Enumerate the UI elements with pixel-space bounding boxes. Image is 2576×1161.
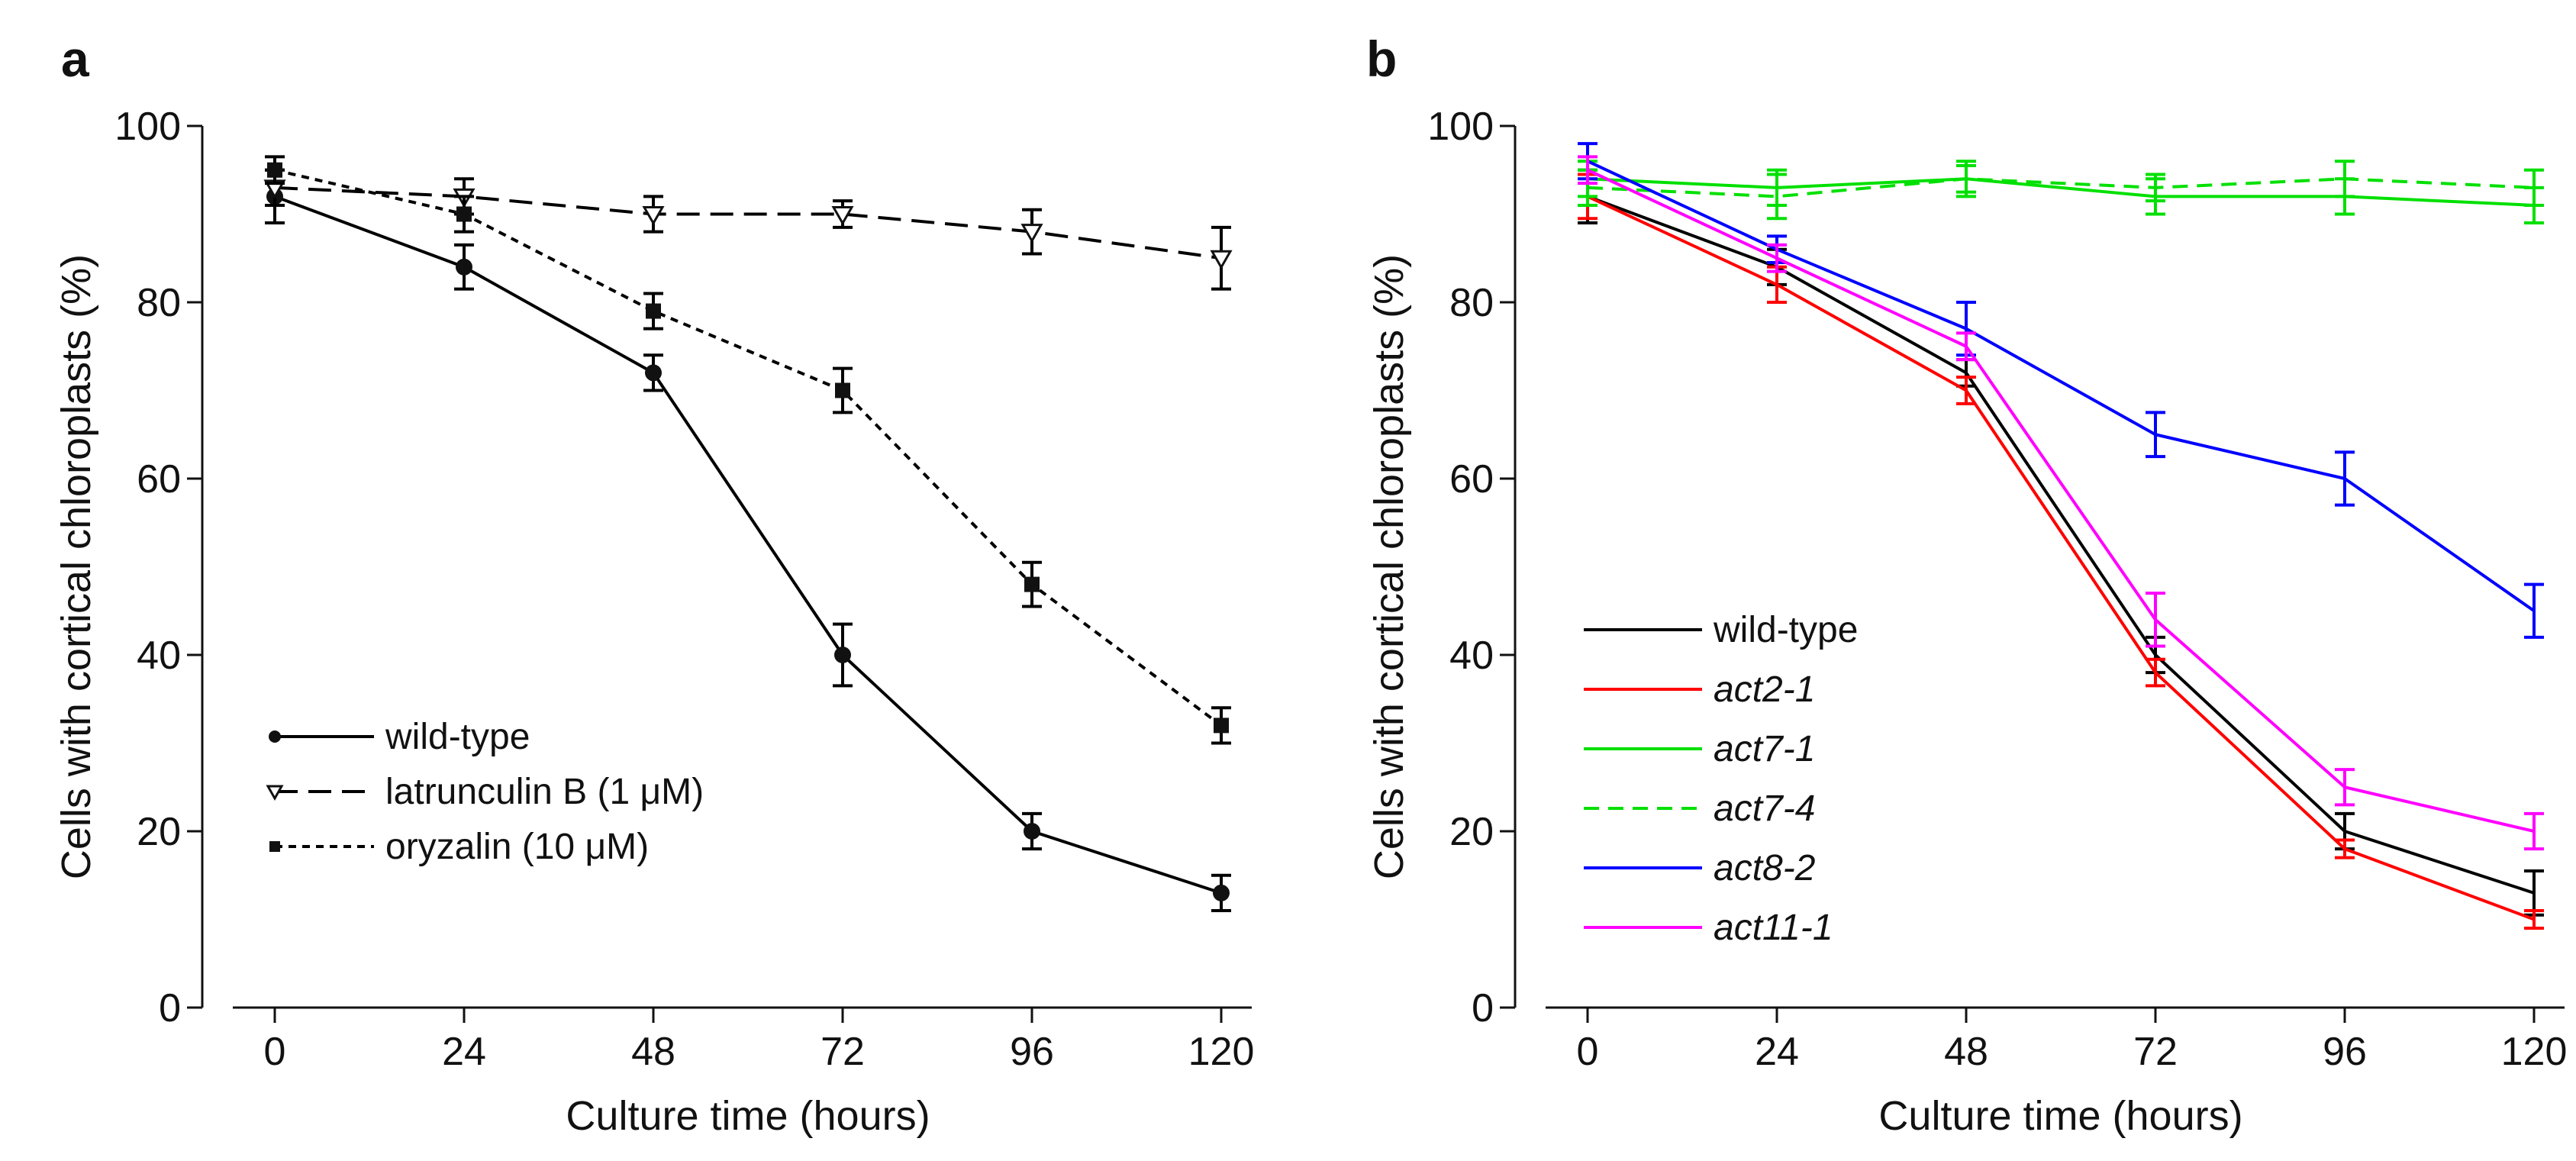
data-point <box>834 647 851 663</box>
legend-label: act8-2 <box>1714 848 1815 888</box>
y-tick-label: 100 <box>114 105 181 149</box>
series-line <box>274 195 1222 895</box>
legend: wild-type latrunculin B (1 μM) oryzalin (1… <box>266 717 704 867</box>
legend-label: wild-type <box>385 717 530 757</box>
x-axis-title: Culture time (hours) <box>566 1093 930 1139</box>
data-point <box>835 382 850 398</box>
data-point <box>646 303 661 319</box>
series-1 <box>265 168 1231 912</box>
y-tick-label: 80 <box>1449 281 1494 325</box>
legend-marker <box>269 841 280 852</box>
series-4 <box>1578 160 2544 221</box>
y-tick-label: 20 <box>137 810 181 854</box>
x-tick-label: 24 <box>442 1030 486 1074</box>
series-3 <box>1578 160 2544 225</box>
data-point <box>456 258 472 276</box>
x-tick-label: 48 <box>1944 1030 1988 1074</box>
x-tick-label: 24 <box>1755 1030 1799 1074</box>
x-tick-label: 48 <box>631 1030 675 1074</box>
data-point <box>1024 823 1040 840</box>
legend-label: act7-4 <box>1714 789 1815 829</box>
y-axis-title: Cells with cortical chloroplasts (%) <box>53 254 99 879</box>
x-tick-label: 96 <box>1010 1030 1054 1074</box>
data-point <box>267 162 282 178</box>
series-2 <box>1578 173 2544 930</box>
series-line <box>1587 195 2535 921</box>
legend-marker <box>269 730 281 743</box>
y-tick-label: 40 <box>137 634 181 678</box>
series-line <box>274 168 1223 727</box>
y-tick-label: 20 <box>1449 810 1494 854</box>
y-tick-label: 40 <box>1449 634 1494 678</box>
series-5 <box>1578 142 2544 639</box>
x-tick-label: 72 <box>821 1030 865 1074</box>
panel-a: a 0 20 40 60 80 100 0 24 48 72 96 120 Culture time (h… <box>53 31 1254 1139</box>
x-tick-label: 72 <box>2133 1030 2178 1074</box>
data-point <box>456 206 472 222</box>
y-tick-label: 100 <box>1427 105 1494 149</box>
legend-label: act11-1 <box>1714 908 1833 948</box>
series-3 <box>265 155 1231 745</box>
series-6 <box>1578 155 2544 851</box>
x-tick-label: 0 <box>264 1030 286 1074</box>
series-2 <box>263 168 1233 291</box>
series-line <box>1587 177 2535 198</box>
data-point <box>831 206 854 226</box>
panel-label: a <box>61 31 90 87</box>
series-line <box>1587 177 2535 207</box>
data-point <box>1210 250 1233 270</box>
y-tick-label: 60 <box>137 457 181 501</box>
legend: wild-type act2-1 act7-1 act7-4 act8-2 act11-1 <box>1584 610 1858 948</box>
data-point <box>1214 718 1229 734</box>
panel-label: b <box>1366 31 1397 87</box>
data-point <box>1024 576 1040 592</box>
legend-label: oryzalin (10 μM) <box>385 827 649 867</box>
x-axis-title: Culture time (hours) <box>1878 1093 2242 1139</box>
data-point <box>645 364 662 382</box>
data-point <box>1020 224 1043 243</box>
y-tick-label: 60 <box>1449 457 1494 501</box>
series-line <box>274 185 1222 260</box>
series-line <box>1587 195 2535 895</box>
y-tick-label: 0 <box>1472 986 1494 1030</box>
series-line <box>1587 168 2535 833</box>
x-tick-label: 120 <box>1188 1030 1255 1074</box>
y-tick-label: 80 <box>137 281 181 325</box>
legend-label: wild-type <box>1713 610 1858 650</box>
x-tick-label: 0 <box>1577 1030 1599 1074</box>
legend-label: latrunculin B (1 μM) <box>385 772 704 812</box>
data-point <box>1213 884 1230 901</box>
y-tick-label: 0 <box>159 986 181 1030</box>
data-point <box>642 206 665 226</box>
legend-label: act7-1 <box>1714 729 1815 769</box>
series-line <box>1587 160 2536 612</box>
legend-label: act2-1 <box>1714 669 1815 710</box>
x-tick-label: 96 <box>2323 1030 2367 1074</box>
panel-b: b 0 20 40 60 80 100 0 24 48 72 96 120 Culture time (h… <box>1366 31 2567 1139</box>
y-axis-title: Cells with cortical chloroplasts (%) <box>1366 254 1412 879</box>
x-tick-label: 120 <box>2501 1030 2568 1074</box>
legend-marker <box>266 785 284 801</box>
